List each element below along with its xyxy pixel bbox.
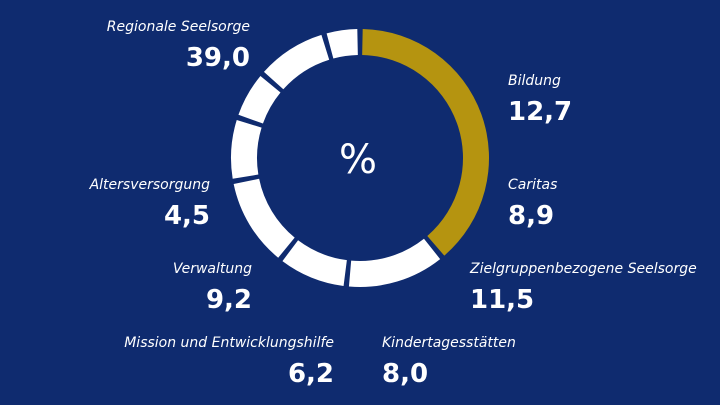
slice-value: 11,5 (470, 285, 535, 315)
slice-name: Regionale Seelsorge (106, 19, 250, 35)
slice-name: Zielgruppenbezogene Seelsorge (470, 261, 697, 277)
donut-slice-1 (362, 29, 489, 256)
slice-name: Altersversorgung (89, 177, 210, 193)
donut-slice-8 (326, 29, 358, 59)
slice-label-2: Bildung 12,7 (508, 74, 572, 125)
slice-name: Bildung (508, 73, 561, 89)
slice-value: 8,0 (382, 359, 429, 389)
donut-slice-6 (238, 75, 281, 124)
slice-label-3: Caritas 8,9 (508, 178, 557, 229)
slice-label-4: Zielgruppenbezogene Seelsorge 11,5 (470, 262, 697, 313)
slice-name: Verwaltung (172, 261, 252, 277)
donut-slice-3 (282, 240, 347, 286)
slice-label-5: Kindertagesstätten 8,0 (382, 336, 516, 387)
slice-value: 9,2 (205, 285, 252, 315)
slice-value: 4,5 (163, 201, 210, 231)
slice-value: 39,0 (185, 43, 250, 73)
donut-slice-4 (233, 178, 295, 258)
slice-name: Mission und Entwicklungshilfe (124, 335, 334, 351)
slice-value: 8,9 (508, 201, 555, 231)
slice-name: Kindertagesstätten (382, 335, 516, 351)
slice-label-8: Altersversorgung 4,5 (90, 178, 210, 229)
slice-label-7: Verwaltung 9,2 (173, 262, 252, 313)
slice-value: 12,7 (508, 97, 573, 127)
slice-value: 6,2 (287, 359, 334, 389)
donut-slice-5 (231, 119, 262, 179)
slice-label-6: Mission und Entwicklungshilfe 6,2 (124, 336, 334, 387)
donut-slice-2 (348, 238, 441, 287)
slice-name: Caritas (508, 177, 558, 193)
unit-label: % (338, 137, 377, 183)
donut-slice-7 (263, 34, 330, 90)
slice-label-1: Regionale Seelsorge 39,0 (107, 20, 250, 71)
